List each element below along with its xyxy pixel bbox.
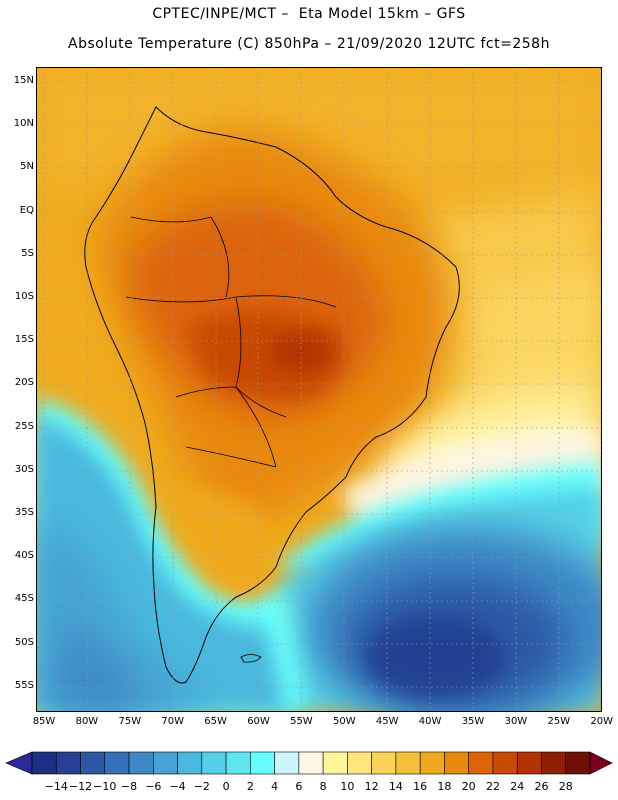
latitude-label: 40S (14, 550, 34, 562)
colorbar-tick-label: −6 (145, 780, 162, 793)
latitude-label: 15S (14, 334, 34, 346)
colorbar-swatch (541, 751, 567, 775)
colorbar-tick-label: 4 (271, 780, 279, 793)
longitude-label: 30W (504, 716, 528, 727)
longitude-label: 55W (290, 716, 313, 727)
colorbar-swatch (80, 751, 106, 775)
longitude-label: 25W (547, 716, 571, 727)
longitude-label: 20W (590, 716, 613, 727)
latitude-label: 10N (13, 118, 34, 130)
colorbar-swatch (371, 751, 397, 775)
colorbar-tick-label: 24 (510, 780, 525, 793)
colorbar-swatch (322, 751, 348, 775)
latitude-label: 20S (14, 377, 34, 389)
longitude-label: 45W (375, 716, 399, 727)
longitude-label: 80W (75, 716, 99, 727)
colorbar-swatch (31, 751, 57, 775)
colorbar-swatch (444, 751, 469, 775)
colorbar-tick-label: 26 (534, 780, 549, 793)
colorbar-tick-label: 14 (388, 780, 403, 793)
latitude-label: 5N (20, 161, 34, 173)
colorbar-swatch (347, 751, 372, 775)
latitude-label: 30S (14, 463, 34, 475)
latitude-label: 10S (14, 291, 34, 302)
colorbar-swatch (128, 751, 154, 775)
colorbar-right-arrow (589, 751, 613, 775)
longitude-label: 75W (118, 716, 142, 727)
colorbar-tick-label: 10 (340, 780, 355, 793)
colorbar-tick-label: 8 (319, 780, 327, 793)
latitude-label: 15N (13, 75, 34, 86)
longitude-label: 70W (161, 716, 184, 727)
colorbar-tick-label: −10 (93, 780, 117, 793)
colorbar-swatch (177, 751, 203, 775)
latitude-label: 35S (14, 507, 34, 518)
colorbar-tick-label: 16 (413, 780, 428, 793)
country-borders (125, 216, 337, 468)
colorbar-swatch (468, 751, 494, 775)
latitude-label: 45S (14, 593, 34, 605)
latitude-label: 50S (14, 636, 34, 648)
colorbar-left-arrow (5, 751, 33, 775)
chart-title-line-1: CPTEC/INPE/MCT – Eta Model 15km – GFS (152, 6, 466, 22)
latitude-label: EQ (19, 204, 34, 216)
colorbar-tick-label: −2 (193, 780, 210, 793)
colorbar-tick-label: 22 (485, 780, 500, 793)
latitude-label: 25S (14, 420, 34, 432)
colorbar-tick-label: 12 (364, 780, 379, 793)
colorbar-swatch (565, 751, 591, 775)
colorbar-tick-label: 28 (558, 780, 573, 793)
colorbar-swatch (225, 751, 251, 775)
colorbar-swatch (492, 751, 518, 775)
colorbar-swatch (104, 751, 130, 775)
longitude-label: 60W (247, 716, 270, 727)
colorbar-tick-label: −8 (120, 780, 138, 793)
colorbar-swatch (419, 751, 445, 775)
longitude-label: 50W (332, 716, 356, 727)
chart-title-line-2: Absolute Temperature (C) 850hPa – 21/09/… (68, 36, 550, 52)
colorbar-swatch (153, 751, 178, 775)
longitude-label: 65W (204, 716, 227, 727)
continent-coastline (84, 106, 460, 684)
colorbar-tick-label: 0 (222, 780, 230, 793)
falkland-islands (240, 654, 262, 663)
colorbar-tick-label: 2 (246, 780, 254, 793)
colorbar-swatch (298, 751, 324, 775)
colorbar-swatch (55, 751, 81, 775)
colorbar-tick-label: −4 (169, 780, 186, 793)
map-gridlines (36, 67, 602, 712)
colorbar-tick-label: 20 (461, 780, 476, 793)
colorbar-swatch (250, 751, 275, 775)
longitude-label: 85W (32, 716, 56, 727)
latitude-label: 55S (14, 679, 34, 691)
colorbar-tick-label: 6 (295, 780, 303, 793)
longitude-label: 40W (418, 716, 442, 727)
colorbar-tick-label: −14 (44, 780, 68, 793)
temperature-map[interactable] (36, 67, 602, 712)
colorbar-swatch (274, 751, 300, 775)
colorbar-swatch (395, 751, 421, 775)
colorbar-swatch (201, 751, 227, 775)
colorbar (5, 751, 613, 775)
colorbar-swatch (516, 751, 542, 775)
latitude-label: 5S (21, 247, 34, 259)
colorbar-tick-label: −12 (68, 780, 93, 793)
colorbar-tick-label: 18 (437, 780, 452, 793)
longitude-label: 35W (461, 716, 485, 727)
